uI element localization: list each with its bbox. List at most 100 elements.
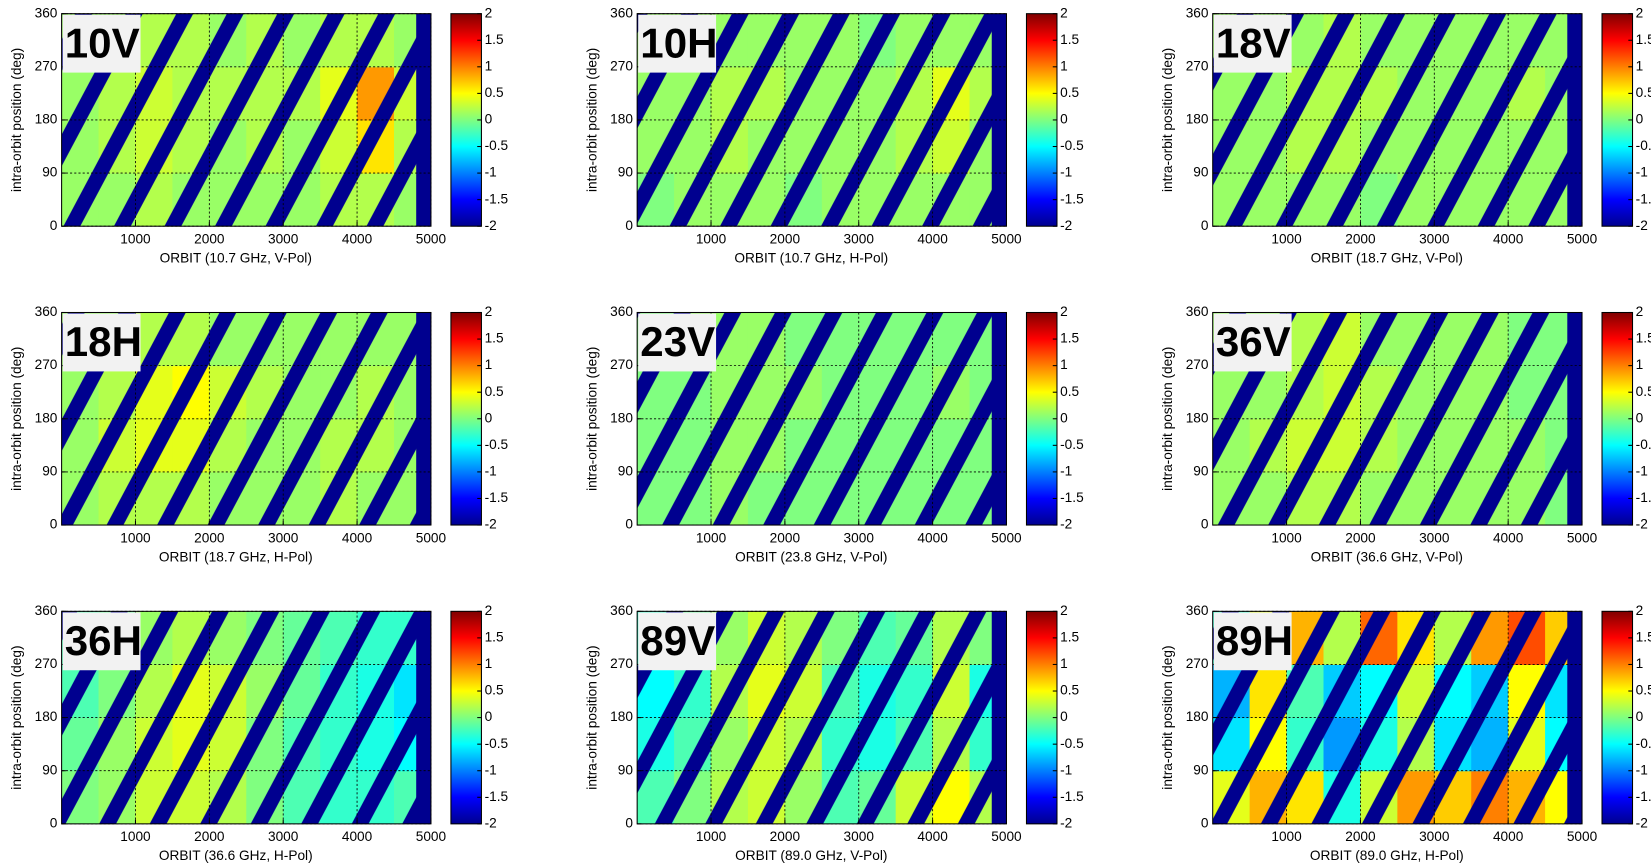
colorbar-tick-label: -0.5 (1060, 736, 1084, 751)
colorbar-tick-label: 0.5 (485, 683, 504, 698)
colorbar-tick-label: 0 (1636, 112, 1644, 127)
annotation: 89V (640, 617, 715, 664)
x-tick-label: 3000 (268, 829, 299, 844)
colorbar-tick-label: -0.5 (1060, 138, 1084, 153)
colorbar-tick-label: 0 (485, 709, 493, 724)
y-tick-label: 270 (610, 656, 633, 671)
colorbar-tick-label: -1 (1060, 165, 1072, 180)
plot-frame (636, 13, 1008, 227)
colorbar-tick-label: -0.5 (485, 437, 509, 452)
panel: 1000 2000 3000 4000 5000 0 90 180 270 360 ORBIT (2… (585, 304, 1084, 564)
x-axis-label: ORBIT (18.7 GHz, V-Pol) (1311, 250, 1463, 265)
colorbar-tick-label: -1 (485, 165, 497, 180)
y-axis-label: intra-orbit position (deg) (9, 48, 24, 192)
colorbar-tick-label: 2 (1060, 603, 1068, 618)
colorbar-tick-label: -1.5 (1060, 789, 1084, 804)
y-tick-label: 0 (50, 815, 58, 830)
y-tick-label: 0 (625, 517, 633, 532)
colorbar-tick-label: -2 (1060, 517, 1072, 532)
colorbar-tick-label: 0.5 (1636, 85, 1651, 100)
colorbar-tick-label: 0.5 (1060, 683, 1079, 698)
colorbar-tick-label: -2 (1636, 517, 1648, 532)
colorbar-tick-label: -1.5 (1636, 490, 1651, 505)
panel: 1000 2000 3000 4000 5000 0 90 180 270 360 ORBIT (1… (585, 5, 1084, 265)
x-tick-label: 5000 (416, 829, 447, 844)
y-tick-label: 90 (1193, 464, 1209, 479)
colorbar-tick-label: 2 (485, 304, 493, 319)
panel: 1000 2000 3000 4000 5000 0 90 180 270 360 ORBIT (1… (9, 304, 508, 564)
y-tick-label: 90 (42, 762, 58, 777)
x-axis-label: ORBIT (23.8 GHz, V-Pol) (735, 549, 887, 564)
x-tick-label: 3000 (268, 232, 299, 247)
colorbar-tick-label: 1.5 (1636, 331, 1651, 346)
colorbar (450, 610, 482, 825)
colorbar (450, 13, 482, 227)
plot-frame (1212, 610, 1583, 825)
colorbar-tick-label: 0.5 (485, 85, 504, 100)
colorbar-tick-label: 0 (1060, 709, 1068, 724)
colorbar-tick-label: -1 (485, 762, 497, 777)
x-axis-label: ORBIT (89.0 GHz, H-Pol) (1310, 848, 1464, 863)
y-tick-label: 270 (35, 58, 58, 73)
colorbar-tick-label: -1.5 (1636, 191, 1651, 206)
annotation: 10V (65, 19, 140, 66)
y-tick-label: 90 (42, 165, 58, 180)
y-tick-label: 360 (1186, 5, 1209, 20)
colorbar (450, 311, 482, 526)
colorbar-tick-label: -2 (1060, 815, 1072, 830)
x-tick-label: 3000 (1419, 530, 1450, 545)
y-tick-label: 180 (35, 709, 58, 724)
colorbar-tick-label: -2 (485, 815, 497, 830)
annotation-box (1213, 14, 1292, 73)
plot-frame (61, 13, 432, 227)
colorbar-tick-label: 2 (1636, 304, 1644, 319)
colorbar-tick-label: 0 (1060, 112, 1068, 127)
colorbar-tick-label: -1.5 (485, 191, 509, 206)
colorbar-tick-label: 0.5 (1636, 384, 1651, 399)
colorbar-tick-label: 1 (485, 357, 493, 372)
y-tick-label: 90 (1193, 165, 1209, 180)
y-tick-label: 90 (618, 464, 634, 479)
x-tick-label: 1000 (1271, 829, 1302, 844)
y-tick-label: 270 (1186, 58, 1209, 73)
x-tick-label: 4000 (342, 530, 373, 545)
y-tick-label: 180 (610, 410, 633, 425)
colorbar-tick-label: 0.5 (1636, 683, 1651, 698)
colorbar-tick-label: 2 (485, 603, 493, 618)
colorbar-tick-label: 1 (1060, 357, 1068, 372)
colorbar-tick-label: 0 (485, 410, 493, 425)
y-tick-label: 360 (35, 5, 58, 20)
colorbar (1025, 13, 1058, 227)
colorbar-tick-label: -2 (1060, 218, 1072, 233)
y-tick-label: 270 (35, 357, 58, 372)
colorbar-tick-label: 1.5 (485, 32, 504, 47)
x-tick-label: 2000 (770, 232, 801, 247)
y-axis-label: intra-orbit position (deg) (1160, 347, 1175, 491)
colorbar-tick-label: 1.5 (1060, 331, 1079, 346)
y-tick-label: 360 (1186, 304, 1209, 319)
x-axis-label: ORBIT (10.7 GHz, H-Pol) (734, 250, 888, 265)
y-tick-label: 0 (1201, 218, 1209, 233)
colorbar-tick-label: 2 (1060, 5, 1068, 20)
colorbar-tick-label: 0 (1636, 709, 1644, 724)
y-tick-label: 180 (35, 112, 58, 127)
colorbar-tick-label: -1.5 (1060, 490, 1084, 505)
annotation-box (62, 14, 141, 73)
x-axis-label: ORBIT (89.0 GHz, V-Pol) (735, 848, 887, 863)
plot-frame (1212, 13, 1583, 227)
colorbar-tick-label: 0.5 (1060, 85, 1079, 100)
colorbar-tick-label: -1.5 (485, 789, 509, 804)
annotation-box (62, 612, 141, 671)
plot-frame (61, 610, 432, 825)
plot-frame (636, 311, 1008, 526)
annotation: 36H (65, 617, 142, 664)
x-tick-label: 2000 (1345, 530, 1376, 545)
y-axis-label: intra-orbit position (deg) (9, 347, 24, 491)
y-tick-label: 360 (610, 5, 633, 20)
colorbar-tick-label: -1 (1060, 464, 1072, 479)
y-axis-label: intra-orbit position (deg) (585, 645, 600, 789)
x-tick-label: 2000 (194, 829, 225, 844)
colorbar (1025, 610, 1058, 825)
annotation-box (1213, 313, 1292, 372)
